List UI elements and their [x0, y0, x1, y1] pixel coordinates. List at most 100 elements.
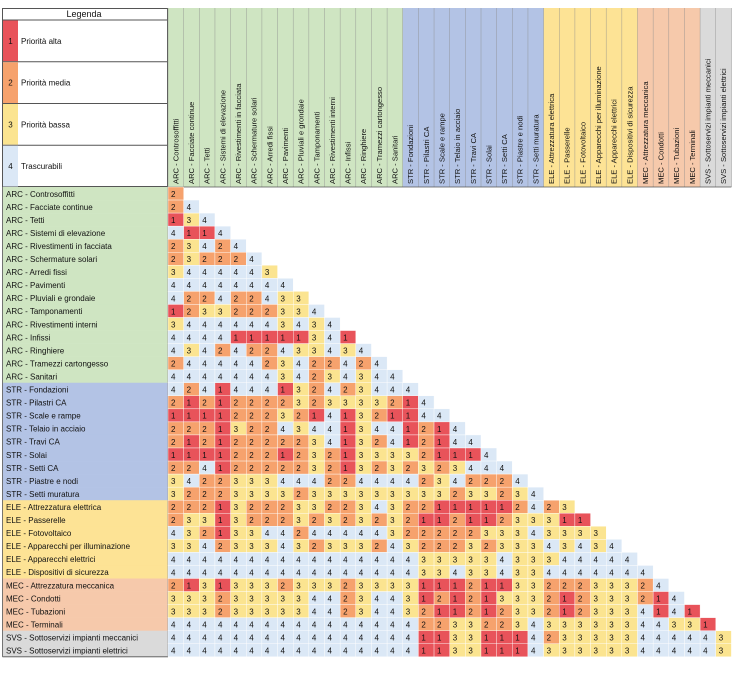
row-label: ELE - Apparecchi per illuminazione — [6, 542, 131, 551]
column-header-cell — [371, 8, 388, 187]
cell-value: 4 — [296, 647, 301, 656]
column-label: SVS - Sottoservizi impianti elettrici — [719, 68, 728, 184]
cell-value: 2 — [249, 451, 254, 460]
column-header-cell — [559, 8, 576, 187]
cell-value: 3 — [328, 516, 333, 525]
cell-value: 3 — [500, 594, 505, 603]
cell-value: 2 — [547, 594, 552, 603]
cell-value: 3 — [547, 555, 552, 564]
cell-value: 4 — [343, 373, 348, 382]
row-label: STR - Travi CA — [6, 438, 60, 447]
cell-value: 4 — [484, 451, 489, 460]
cell-value: 4 — [703, 647, 708, 656]
cell-value: 4 — [265, 281, 270, 290]
column-label: STR - Fondazioni — [406, 125, 415, 184]
column-label: ARC - Rivestimenti interni — [328, 97, 337, 184]
column-label: STR - Piastre e nodi — [516, 115, 525, 184]
cell-value: 3 — [187, 516, 192, 525]
cell-value: 4 — [343, 647, 348, 656]
cell-value: 4 — [359, 647, 364, 656]
legend-label: Priorità bassa — [21, 120, 70, 129]
cell-value: 1 — [500, 581, 505, 590]
cell-value: 2 — [453, 529, 458, 538]
cell-value: 4 — [234, 634, 239, 643]
cell-value: 3 — [625, 647, 630, 656]
cell-value: 4 — [312, 529, 317, 538]
cell-value: 2 — [265, 360, 270, 369]
cell-value: 4 — [374, 477, 379, 486]
cell-value: 3 — [484, 568, 489, 577]
cell-value: 4 — [249, 634, 254, 643]
cell-value: 4 — [406, 568, 411, 577]
cell-value: 2 — [343, 581, 348, 590]
cell-value: 4 — [374, 503, 379, 512]
cell-value: 1 — [406, 438, 411, 447]
column-label: STR - Setti muratura — [531, 114, 540, 184]
cell-value: 4 — [374, 594, 379, 603]
cell-value: 3 — [234, 542, 239, 551]
cell-value: 2 — [265, 516, 270, 525]
cell-value: 4 — [171, 281, 176, 290]
column-header-cell — [199, 8, 216, 187]
cell-value: 2 — [312, 373, 317, 382]
column-label: ARC - Sistemi di elevazione — [218, 90, 227, 184]
cell-value: 3 — [453, 555, 458, 564]
cell-value: 3 — [296, 503, 301, 512]
cell-value: 4 — [453, 477, 458, 486]
cell-value: 4 — [202, 268, 207, 277]
cell-value: 3 — [609, 607, 614, 616]
column-header-cell — [168, 8, 184, 187]
cell-value: 1 — [687, 607, 692, 616]
cell-value: 4 — [656, 647, 661, 656]
cell-value: 4 — [265, 386, 270, 395]
cell-value: 1 — [171, 307, 176, 316]
cell-value: 3 — [359, 581, 364, 590]
cell-value: 3 — [374, 451, 379, 460]
cell-value: 3 — [234, 581, 239, 590]
cell-value: 3 — [281, 360, 286, 369]
cell-value: 2 — [234, 438, 239, 447]
cell-value: 3 — [359, 607, 364, 616]
cell-value: 4 — [374, 555, 379, 564]
cell-value: 2 — [312, 386, 317, 395]
cell-value: 3 — [328, 399, 333, 408]
row-header-cell — [2, 539, 168, 553]
cell-value: 2 — [234, 255, 239, 264]
cell-value: 3 — [421, 568, 426, 577]
cell-value: 3 — [453, 647, 458, 656]
column-label: ARC - Pavimenti — [281, 128, 290, 184]
cell-value: 2 — [296, 438, 301, 447]
cell-value: 4 — [609, 542, 614, 551]
cell-value: 4 — [359, 346, 364, 355]
cell-value: 4 — [218, 634, 223, 643]
cell-value: 4 — [312, 607, 317, 616]
column-header-cell — [606, 8, 623, 187]
cell-value: 2 — [171, 438, 176, 447]
column-label: ARC - Tamponamenti — [312, 111, 321, 184]
cell-value: 4 — [234, 386, 239, 395]
legend-swatch-4 — [3, 145, 18, 187]
cell-value: 3 — [218, 307, 223, 316]
column-header-cell — [449, 8, 466, 187]
cell-value: 4 — [202, 281, 207, 290]
cell-value: 4 — [171, 373, 176, 382]
column-label: MEC - Tubazioni — [672, 128, 681, 184]
legend: Legenda 1 Priorità alta 2 Priorità media 3 Pri… — [2, 8, 168, 187]
row-header-cell — [2, 330, 168, 344]
column-label: STR - Travi CA — [469, 132, 478, 184]
cell-value: 2 — [171, 242, 176, 251]
cell-value: 2 — [249, 516, 254, 525]
cell-value: 2 — [437, 542, 442, 551]
cell-value: 2 — [265, 307, 270, 316]
cell-value: 1 — [656, 594, 661, 603]
cell-value: 1 — [484, 516, 489, 525]
cell-value: 3 — [374, 490, 379, 499]
column-header-cell — [293, 8, 310, 187]
cell-value: 1 — [484, 607, 489, 616]
cell-value: 4 — [249, 386, 254, 395]
cell-value: 4 — [249, 281, 254, 290]
legend-label: Trascurabili — [21, 162, 62, 171]
cell-value: 4 — [421, 412, 426, 421]
cell-value: 4 — [187, 634, 192, 643]
cell-value: 4 — [249, 555, 254, 564]
